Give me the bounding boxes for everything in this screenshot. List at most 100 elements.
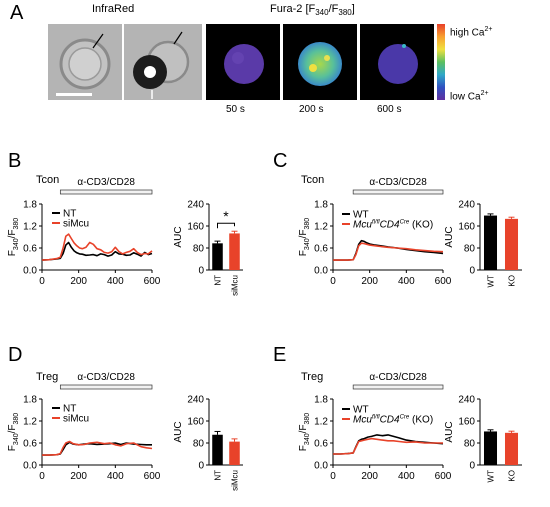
y-tick-label-d-3: 1.8 (23, 395, 37, 406)
legend-label-b-0: NT (63, 209, 76, 220)
bar-y-tick-label-d-2: 160 (187, 417, 204, 428)
legend-label-b-1: siMcu (63, 219, 89, 230)
series-line-c-1 (333, 242, 444, 261)
scale-low-sup: 2+ (480, 90, 489, 97)
panel-title-c: Tcon (301, 174, 324, 186)
bar-category-d-0: NT (214, 470, 223, 481)
panel-letter-e: E (273, 344, 286, 366)
x-tick-label-b-0: 0 (39, 276, 45, 287)
y-tick-label-c-1: 0.6 (314, 244, 328, 255)
stim-bar-e (352, 384, 444, 390)
y-tick-label-d-2: 1.2 (23, 417, 37, 428)
fura-image-200s (283, 24, 357, 100)
pointer-line-2 (173, 31, 183, 45)
bar-y-tick-label-b-1: 80 (193, 244, 205, 255)
bar-y-tick-label-e-0: 0 (469, 461, 475, 472)
fura-sub1: 340 (315, 8, 329, 18)
x-tick-label-c-0: 0 (330, 276, 336, 287)
scale-low-label: low Ca2+ (450, 90, 489, 102)
significance-star-b: * (223, 208, 229, 224)
panel-letter-a: A (10, 2, 24, 24)
y-tick-label-b-2: 1.2 (23, 222, 37, 233)
x-tick-label-c-1: 200 (361, 276, 378, 287)
x-tick-label-e-2: 400 (398, 471, 415, 482)
scale-bar (56, 93, 92, 96)
bar-y-label-b: AUC (173, 226, 184, 247)
bar-c-1 (504, 218, 519, 270)
infrared-image-2 (124, 24, 202, 100)
panel-letter-b: B (8, 150, 21, 172)
fura-label: Fura-2 [F340/F380] (270, 3, 355, 17)
bar-y-tick-label-e-2: 160 (458, 417, 475, 428)
legend-label-d-1: siMcu (63, 414, 89, 425)
legend-label-c-0: WT (353, 210, 369, 221)
fura-close: ] (351, 3, 355, 15)
x-tick-label-d-2: 400 (107, 471, 124, 482)
bar-category-e-1: KO (508, 470, 517, 482)
y-tick-label-e-2: 1.2 (314, 417, 328, 428)
timepoint-label-3: 600 s (377, 104, 402, 115)
fura-image-50s (206, 24, 280, 100)
bar-category-b-1: siMcu (231, 275, 240, 296)
bar-y-tick-label-d-0: 0 (198, 461, 204, 472)
x-tick-label-b-1: 200 (70, 276, 87, 287)
significance-bracket-b (217, 222, 235, 229)
bar-y-tick-label-c-3: 240 (458, 200, 475, 211)
bar-b-0 (212, 243, 223, 270)
x-tick-label-b-2: 400 (107, 276, 124, 287)
series-line-b-1 (41, 233, 153, 261)
bar-y-tick-label-d-1: 80 (193, 439, 205, 450)
series-line-b-0 (41, 241, 153, 261)
bar-y-tick-label-e-1: 80 (464, 439, 476, 450)
bar-b-1 (229, 233, 240, 270)
infrared-cell-1 (56, 33, 111, 96)
panel-title-e: Treg (301, 371, 323, 383)
scale-high-text: high Ca (450, 27, 485, 39)
bar-category-e-0: WT (487, 470, 496, 483)
scale-low-text: low Ca (450, 91, 481, 103)
x-tick-label-d-0: 0 (39, 471, 45, 482)
timepoint-label-2: 200 s (299, 104, 324, 115)
legend-label-e-0: WT (353, 405, 369, 416)
x-tick-label-c-2: 400 (398, 276, 415, 287)
bar-category-c-0: WT (487, 275, 496, 288)
scale-high-sup: 2+ (484, 26, 493, 33)
panel-letter-c: C (273, 150, 287, 172)
panel-letter-d: D (8, 344, 22, 366)
fura-slash: /F (328, 3, 339, 15)
stim-label-e: α-CD3/CD28 (369, 372, 427, 383)
bar-category-b-0: NT (214, 275, 223, 286)
y-axis-label-e: F340/F380 (298, 413, 311, 451)
fura-image-600s (360, 24, 434, 100)
infrared-cell-2 (133, 31, 190, 99)
x-tick-label-c-3: 600 (435, 276, 452, 287)
bar-y-tick-label-c-0: 0 (469, 266, 475, 277)
stim-label-d: α-CD3/CD28 (77, 372, 135, 383)
bar-y-tick-label-e-3: 240 (458, 395, 475, 406)
y-tick-label-d-0: 0.0 (23, 461, 37, 472)
y-tick-label-b-1: 0.6 (23, 244, 37, 255)
stim-bar-d (59, 384, 153, 390)
pointer-line-1 (92, 33, 104, 49)
y-tick-label-c-3: 1.8 (314, 200, 328, 211)
y-tick-label-e-3: 1.8 (314, 395, 328, 406)
infrared-label: InfraRed (92, 3, 135, 15)
series-line-e-1 (333, 437, 443, 455)
bar-d-1 (229, 441, 240, 465)
bar-e-0 (483, 431, 498, 465)
x-tick-label-e-0: 0 (330, 471, 336, 482)
scale-high-label: high Ca2+ (450, 26, 492, 38)
x-tick-label-d-3: 600 (144, 471, 161, 482)
stim-label-b: α-CD3/CD28 (77, 177, 135, 188)
legend-label-c-1: Mcufl/flCD4Cre (KO) (353, 220, 433, 231)
stim-label-c: α-CD3/CD28 (369, 177, 427, 188)
bar-y-tick-label-c-2: 160 (458, 222, 475, 233)
legend-label-e-1: Mcufl/flCD4Cre (KO) (353, 415, 433, 426)
fura-label-text: Fura-2 [F (270, 3, 316, 15)
y-tick-label-e-0: 0.0 (314, 461, 328, 472)
y-tick-label-c-0: 0.0 (314, 266, 328, 277)
y-axis-label-c: F340/F380 (298, 218, 311, 256)
timepoint-label-1: 50 s (226, 104, 245, 115)
fura-sub2: 380 (338, 8, 352, 18)
